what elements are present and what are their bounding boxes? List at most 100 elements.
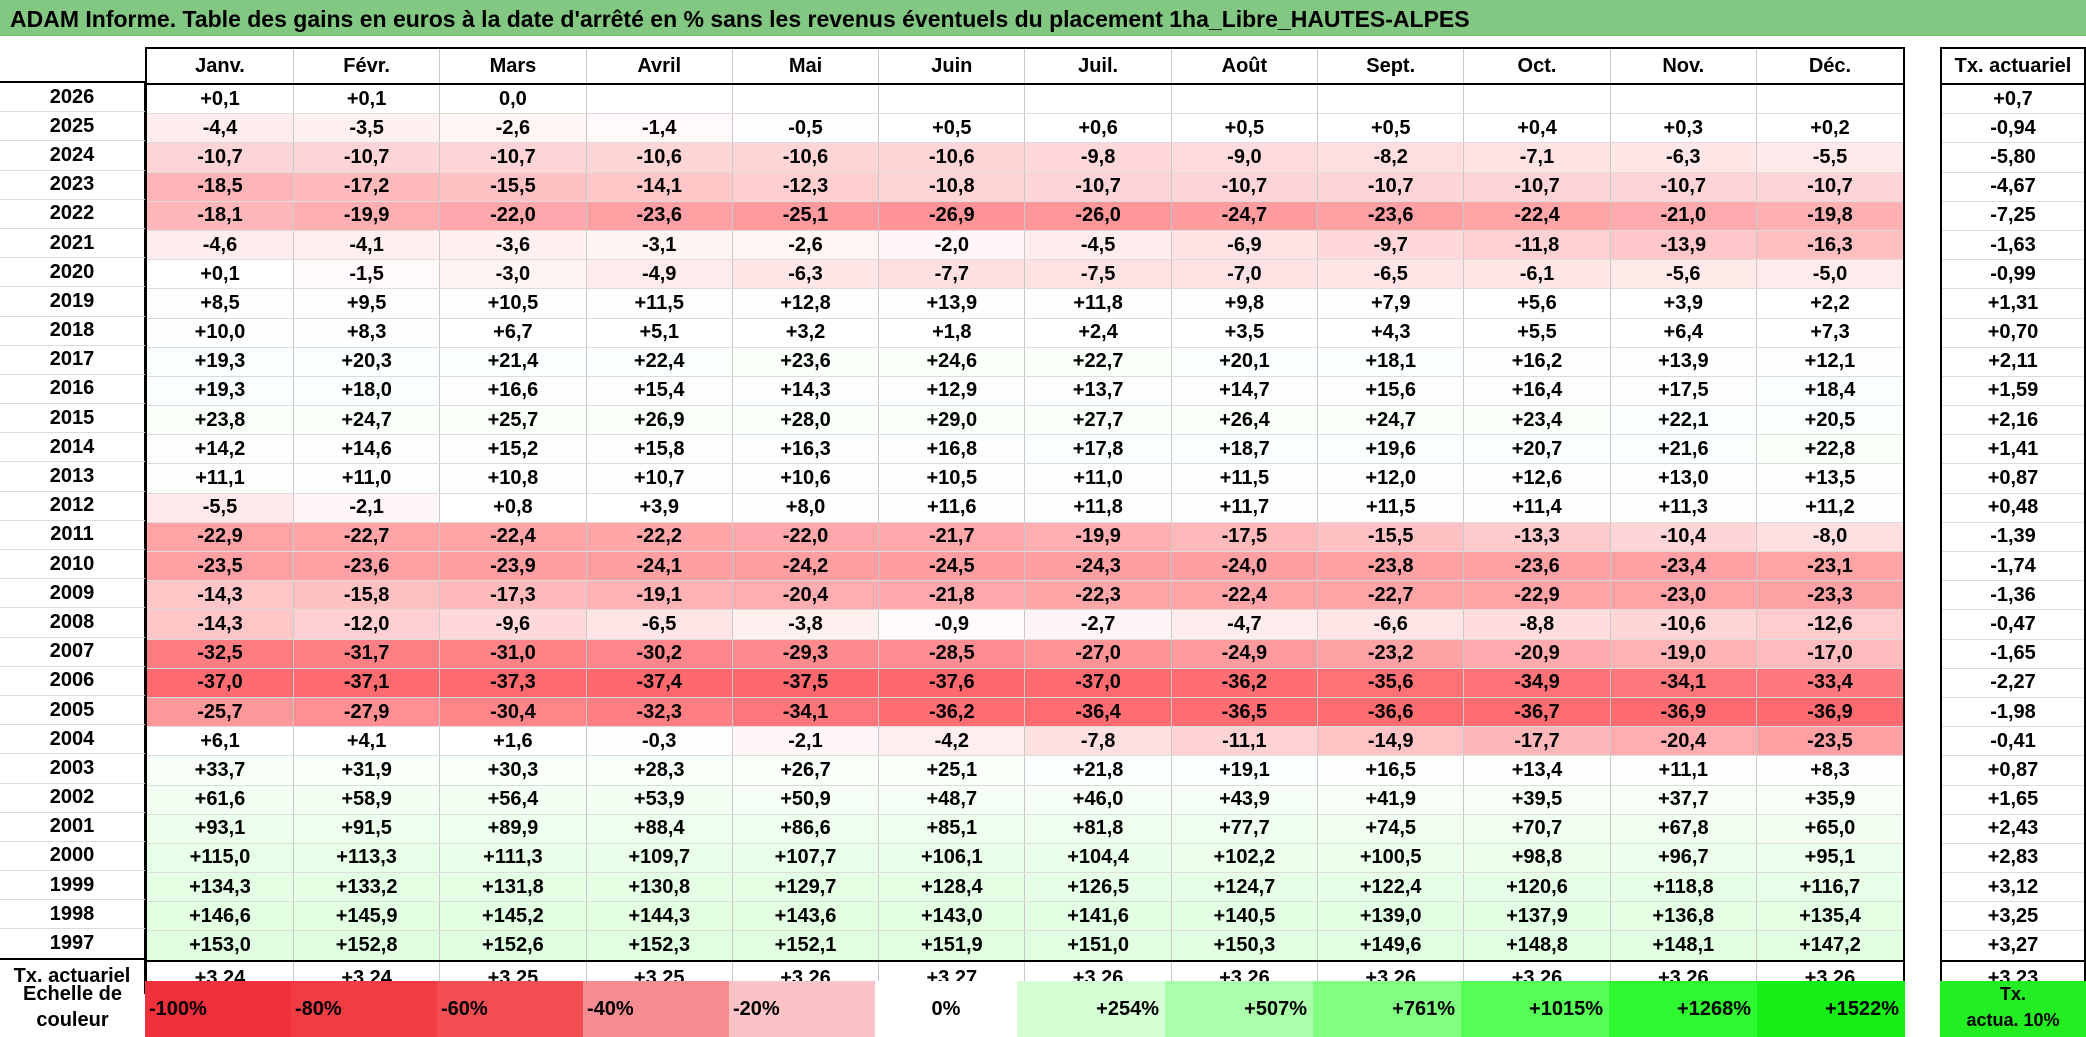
gain-cell: +67,8 <box>1610 814 1757 844</box>
gain-cell: -6,9 <box>1171 230 1319 261</box>
gain-cell: +25,7 <box>439 405 587 436</box>
gain-cell: -37,1 <box>293 668 441 698</box>
gain-cell: +10,5 <box>878 463 1026 494</box>
gain-cell: +14,2 <box>146 434 294 465</box>
gain-cell: +5,5 <box>1463 318 1611 348</box>
gain-cell: +10,6 <box>732 463 880 494</box>
gain-cell: -37,3 <box>439 668 587 698</box>
gain-cell <box>878 84 1026 115</box>
gain-cell: -18,1 <box>146 201 294 231</box>
rate-cell: +3,25 <box>1941 901 2085 932</box>
month-header: Févr. <box>293 48 441 85</box>
gain-cell: -10,6 <box>1610 609 1757 640</box>
year-label: 2017 <box>0 345 145 375</box>
gain-cell: -37,0 <box>1024 668 1172 698</box>
gain-cell: +22,4 <box>586 347 733 377</box>
gain-cell <box>1463 84 1611 115</box>
table-row: +0,1 +0,1 0,0 <box>146 84 1905 115</box>
gain-cell: -19,8 <box>1756 201 1905 231</box>
gain-cell: +122,4 <box>1317 872 1465 903</box>
gain-cell: +8,0 <box>732 493 880 523</box>
color-scale-cell: 0% <box>875 981 1017 1037</box>
gain-cell: +130,8 <box>586 872 733 903</box>
gain-cell: +116,7 <box>1756 872 1905 903</box>
year-label: 2010 <box>0 549 145 580</box>
month-header: Août <box>1171 48 1319 85</box>
gains-table: Janv. Févr. Mars Avril Mai Juin Juil. Août Sept.… <box>145 47 1905 998</box>
gain-cell: -0,9 <box>878 609 1026 640</box>
gain-cell: -10,4 <box>1610 522 1757 553</box>
gain-cell: +0,6 <box>1024 113 1172 144</box>
gain-cell: +0,1 <box>146 84 294 115</box>
gain-cell: +8,3 <box>293 318 441 348</box>
gain-cell: -10,7 <box>1756 172 1905 202</box>
gain-cell: +15,4 <box>586 376 733 407</box>
gain-cell: +144,3 <box>586 901 733 932</box>
rate-cell: -0,99 <box>1941 259 2085 290</box>
gain-cell: +11,3 <box>1610 493 1757 523</box>
year-label: 2004 <box>0 724 145 755</box>
gain-cell: -0,5 <box>732 113 880 144</box>
gain-cell: -8,0 <box>1756 522 1905 553</box>
gain-cell: +148,1 <box>1610 930 1757 962</box>
gain-cell: +16,4 <box>1463 376 1611 407</box>
gain-cell: -17,3 <box>439 580 587 611</box>
gain-cell: +13,0 <box>1610 463 1757 494</box>
month-header: Juil. <box>1024 48 1172 85</box>
table-row: -25,7 -27,9 -30,4 -32,3 -34,1 -36,2 -36,4 -36,5… <box>146 697 1905 728</box>
gain-cell: -3,6 <box>439 230 587 261</box>
gain-cell: +5,6 <box>1463 288 1611 319</box>
gain-cell: +152,3 <box>586 930 733 962</box>
gain-cell: +93,1 <box>146 814 294 844</box>
color-scale-rate-line1: Tx. <box>1999 984 2026 1004</box>
gain-cell: +118,8 <box>1610 872 1757 903</box>
gain-cell: +18,4 <box>1756 376 1905 407</box>
gain-cell: +9,5 <box>293 288 441 319</box>
rate-cell: -7,25 <box>1941 201 2085 231</box>
rate-cell: -0,47 <box>1941 609 2085 640</box>
gain-cell: -10,7 <box>293 142 441 173</box>
gain-cell: +2,2 <box>1756 288 1905 319</box>
gain-cell: +89,9 <box>439 814 587 844</box>
gain-cell: +1,8 <box>878 318 1026 348</box>
gain-cell: +135,4 <box>1756 901 1905 932</box>
gain-cell: +141,6 <box>1024 901 1172 932</box>
rate-cell: +2,43 <box>1941 814 2085 844</box>
gain-cell: -37,5 <box>732 668 880 698</box>
month-header: Nov. <box>1610 48 1757 85</box>
year-label: 2001 <box>0 812 145 842</box>
gain-cell: -4,7 <box>1171 609 1319 640</box>
gain-cell: +26,4 <box>1171 405 1319 436</box>
gain-cell: +137,9 <box>1463 901 1611 932</box>
gain-cell: -6,5 <box>586 609 733 640</box>
gain-cell: +26,7 <box>732 755 880 786</box>
gain-cell: +43,9 <box>1171 785 1319 815</box>
rate-cell: -5,80 <box>1941 142 2085 173</box>
gain-cell: +30,3 <box>439 755 587 786</box>
rate-cell: -1,74 <box>1941 551 2085 582</box>
gain-cell: +0,1 <box>146 259 294 290</box>
gain-cell: -7,0 <box>1171 259 1319 290</box>
gain-cell: +146,6 <box>146 901 294 932</box>
gain-cell: +151,0 <box>1024 930 1172 962</box>
color-scale: -100% -80% -60% -40% -20% 0% +254% +507% +761% +1… <box>145 981 1905 1037</box>
gain-cell: -22,7 <box>1317 580 1465 611</box>
gain-cell: +11,2 <box>1756 493 1905 523</box>
gain-cell: -17,2 <box>293 172 441 202</box>
gain-cell: -19,9 <box>1024 522 1172 553</box>
gain-cell: +11,7 <box>1171 493 1319 523</box>
gain-cell: -2,0 <box>878 230 1026 261</box>
month-header: Mars <box>439 48 587 85</box>
gain-cell: -23,3 <box>1756 580 1905 611</box>
gain-cell: -22,0 <box>439 201 587 231</box>
gain-cell: +33,7 <box>146 755 294 786</box>
gain-cell: -16,3 <box>1756 230 1905 261</box>
gain-cell: +20,3 <box>293 347 441 377</box>
gain-cell: +11,0 <box>1024 463 1172 494</box>
gain-cell: +3,5 <box>1171 318 1319 348</box>
rate-cell: +1,41 <box>1941 434 2085 465</box>
gain-cell: +20,1 <box>1171 347 1319 377</box>
gain-cell: +18,1 <box>1317 347 1465 377</box>
gain-cell: -6,5 <box>1317 259 1465 290</box>
gain-cell: +35,9 <box>1756 785 1905 815</box>
